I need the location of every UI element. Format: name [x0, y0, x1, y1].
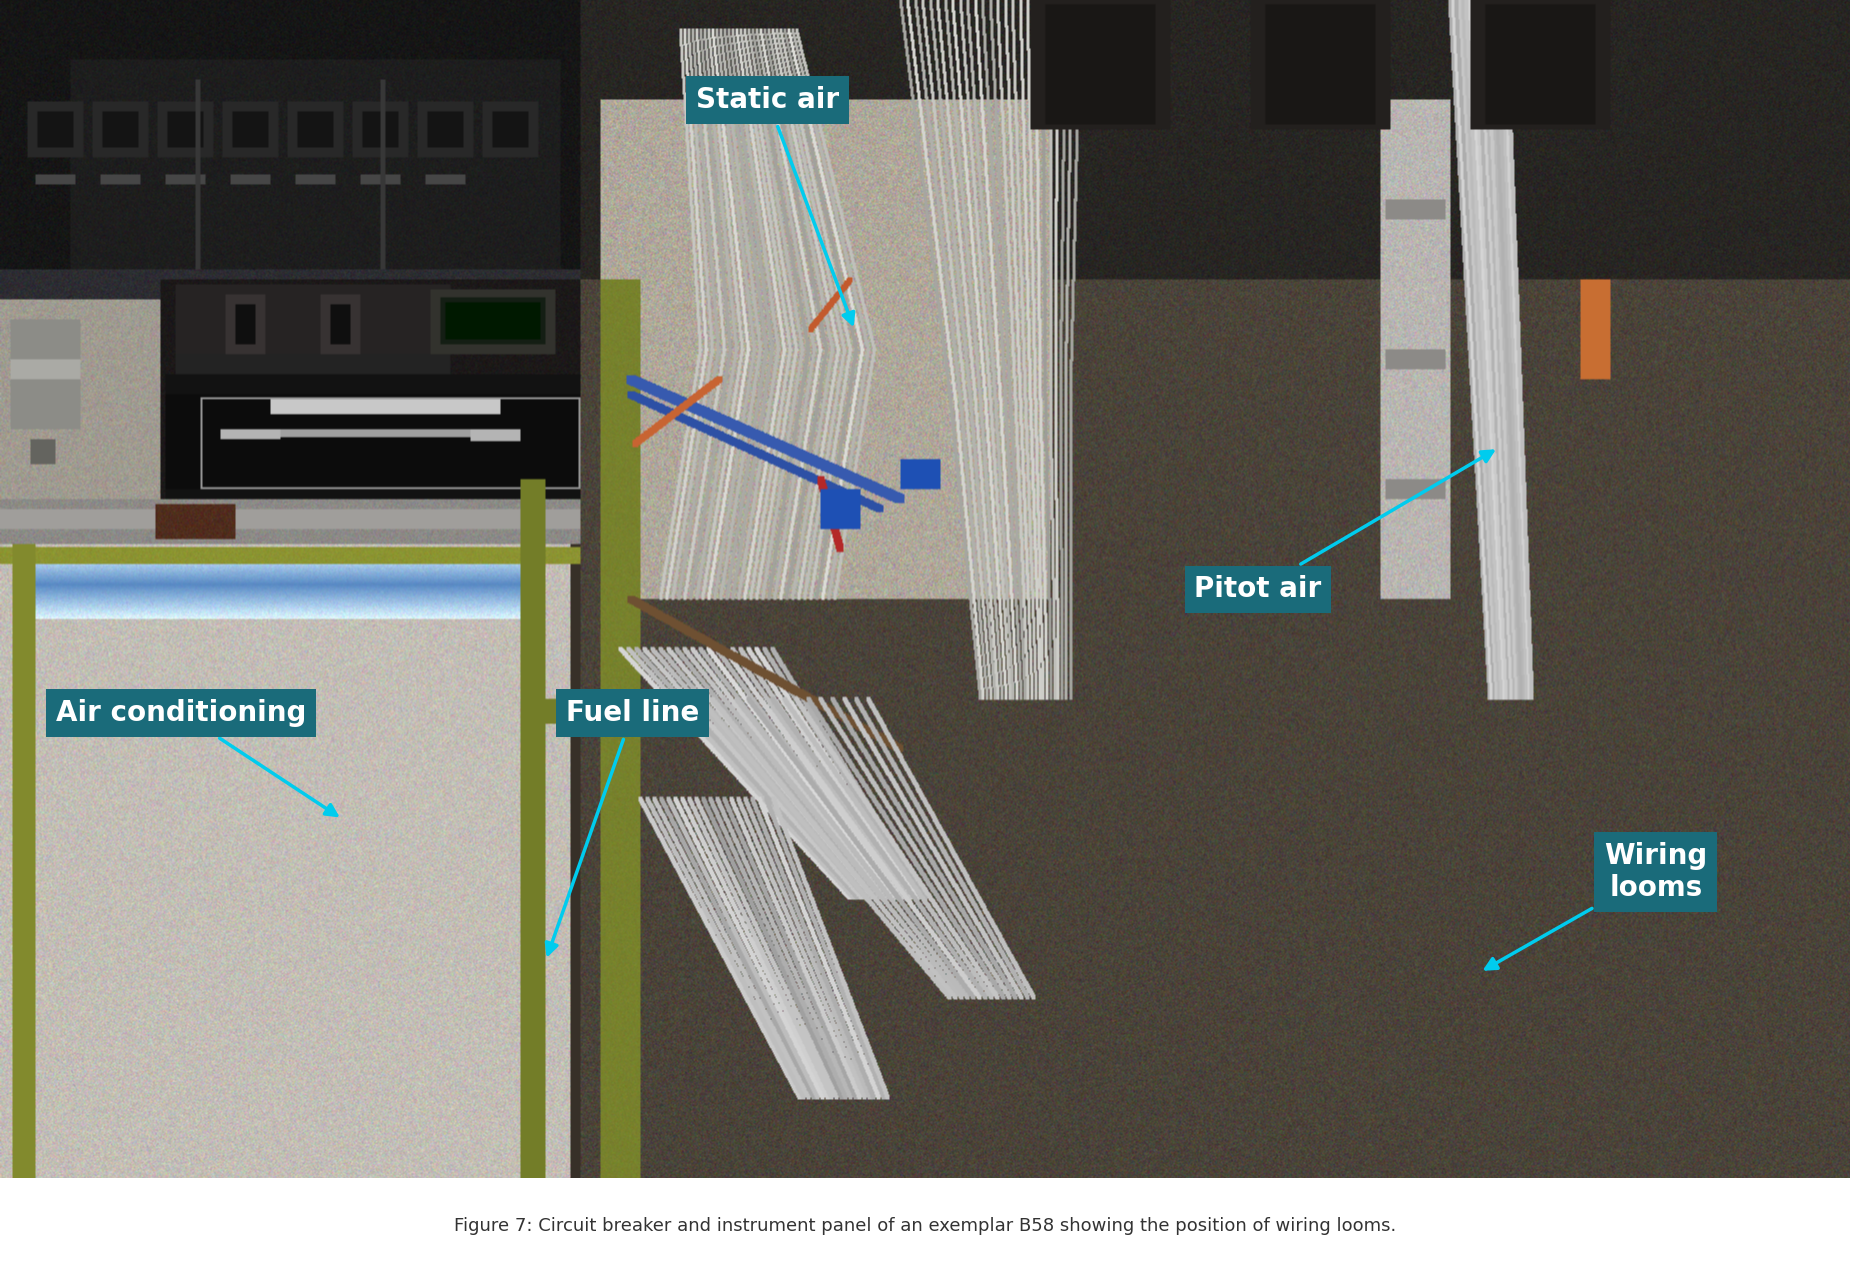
Text: Wiring
looms: Wiring looms	[1486, 842, 1708, 970]
Text: Fuel line: Fuel line	[546, 699, 699, 954]
Text: Air conditioning: Air conditioning	[56, 699, 337, 815]
Text: Figure 7: Circuit breaker and instrument panel of an exemplar B58 showing the po: Figure 7: Circuit breaker and instrument…	[453, 1217, 1397, 1236]
Text: Pitot air: Pitot air	[1195, 451, 1493, 603]
Text: Static air: Static air	[696, 87, 853, 324]
